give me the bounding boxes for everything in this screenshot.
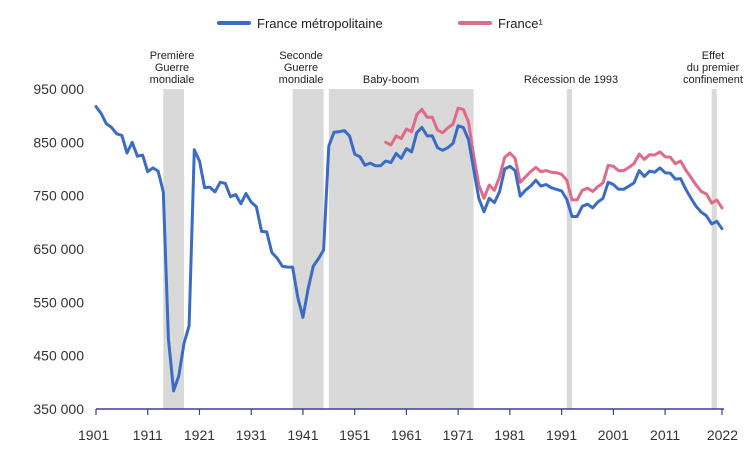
x-tick-label: 1991	[546, 427, 577, 443]
legend-item-france-metropolitaine: France métropolitaine	[257, 16, 383, 31]
x-tick-label: 1911	[133, 427, 163, 443]
y-tick-label: 350 000	[33, 401, 84, 417]
event-band-label: Guerre	[284, 62, 318, 74]
event-band-label: Effet	[702, 50, 724, 62]
event-band	[292, 89, 324, 409]
event-band-label: Première	[150, 50, 195, 62]
x-tick-label: 1931	[236, 427, 267, 443]
event-band-label: Baby-boom	[363, 74, 419, 86]
event-band	[566, 89, 572, 409]
x-tick-label: 1951	[339, 427, 370, 443]
x-tick-label: 1971	[443, 427, 474, 443]
x-tick-label: 1981	[494, 427, 525, 443]
event-band-label: mondiale	[150, 74, 195, 86]
y-tick-label: 650 000	[33, 241, 84, 257]
y-tick-label: 850 000	[33, 134, 84, 150]
series-line-france-metropolitaine	[94, 105, 724, 393]
event-bands	[163, 89, 717, 409]
x-tick-label: 2011	[650, 427, 680, 443]
legend-item-france: France¹	[498, 16, 543, 31]
x-tick-label: 2001	[598, 427, 629, 443]
legend: France métropolitaine France¹	[217, 16, 543, 31]
y-tick-label: 950 000	[33, 81, 84, 97]
y-tick-label: 550 000	[33, 294, 84, 310]
event-band-label: Seconde	[279, 50, 322, 62]
event-band-label: Récession de 1993	[524, 74, 618, 86]
event-band-label: du premier	[687, 62, 740, 74]
x-tick-label: 1921	[184, 427, 215, 443]
event-band-label: confinement	[683, 74, 743, 86]
x-tick-label: 1941	[287, 427, 318, 443]
y-tick-label: 750 000	[33, 188, 84, 204]
event-band	[328, 89, 474, 409]
x-tick-label: 1901	[78, 427, 109, 443]
axes: 350 000 450 000 550 000 650 000 750 000 850 0…	[33, 81, 738, 443]
x-tick-label: 2022	[707, 427, 738, 443]
event-band-label: mondiale	[279, 74, 324, 86]
y-tick-label: 450 000	[33, 348, 84, 364]
series-line-france	[384, 106, 724, 210]
series-lines	[94, 105, 724, 393]
x-tick-label: 1961	[391, 427, 422, 443]
event-band-label: Guerre	[155, 62, 189, 74]
event-band-labels: PremièreGuerremondialeSecondeGuerremondi…	[150, 50, 743, 86]
event-band	[711, 89, 717, 409]
